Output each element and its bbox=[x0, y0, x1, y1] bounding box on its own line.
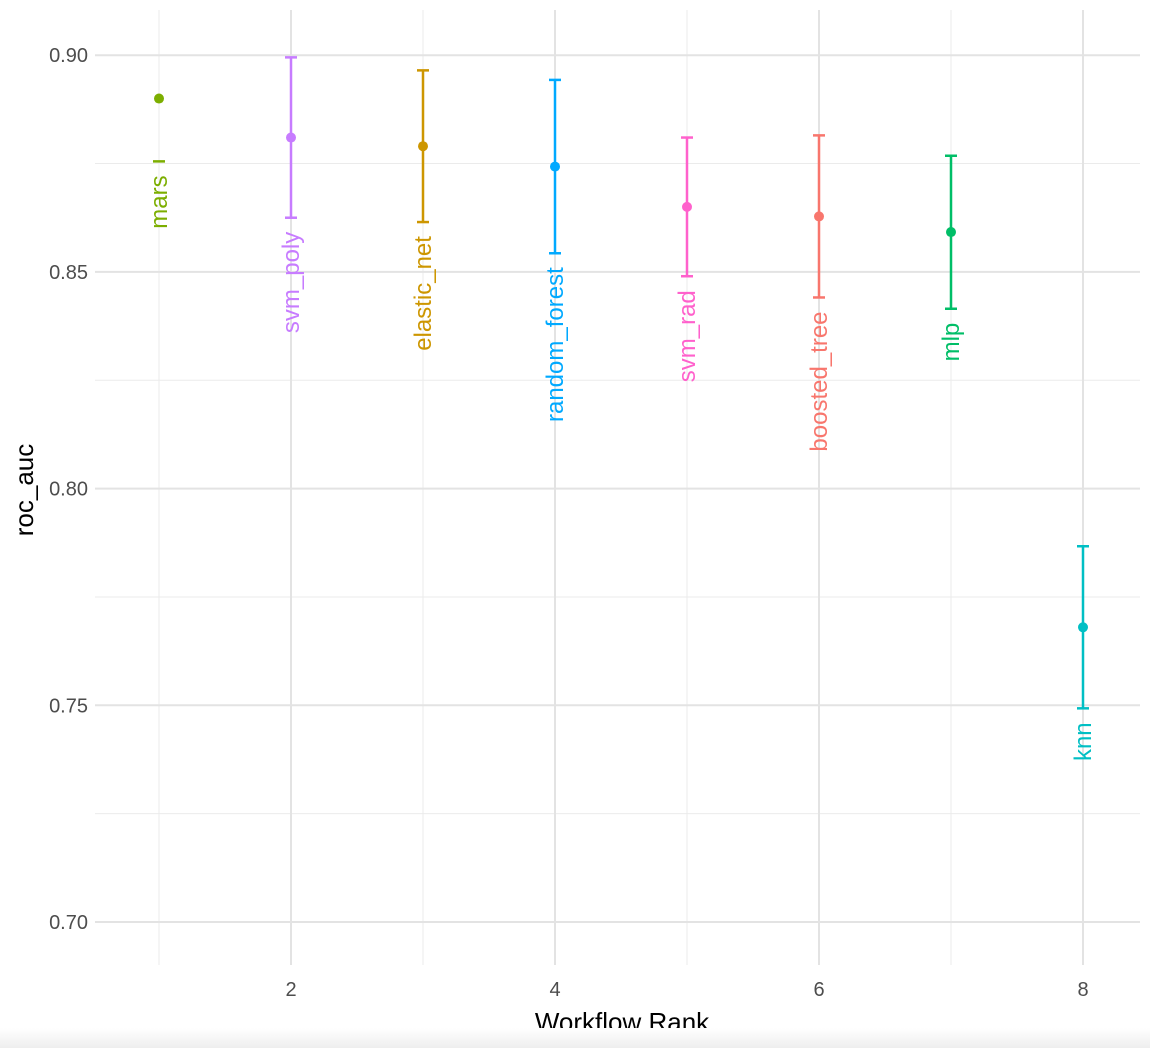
workflow-label: random_forest bbox=[542, 267, 569, 422]
workflow-label: boosted_tree bbox=[806, 311, 833, 451]
data-point bbox=[418, 141, 428, 152]
y-tick-label: 0.85 bbox=[49, 262, 88, 284]
workflow-label: mlp bbox=[938, 323, 965, 362]
workflow-label: knn bbox=[1070, 722, 1097, 761]
workflow-label: mars bbox=[146, 175, 173, 228]
data-point bbox=[154, 93, 164, 104]
workflow-elastic-net: elastic_net bbox=[410, 69, 437, 351]
workflow-svm-rad: svm_rad bbox=[674, 136, 701, 382]
workflow-boosted-tree: boosted_tree bbox=[806, 134, 833, 452]
workflow-random-forest: random_forest bbox=[542, 78, 569, 422]
data-point bbox=[814, 211, 824, 222]
grid bbox=[95, 10, 1140, 965]
y-tick-label: 0.70 bbox=[49, 912, 88, 934]
x-tick-label: 8 bbox=[1077, 979, 1088, 1001]
workflow-mars: mars bbox=[146, 93, 173, 229]
data-point bbox=[946, 227, 956, 238]
workflow-knn: knn bbox=[1070, 544, 1097, 761]
x-tick-label: 6 bbox=[813, 979, 824, 1001]
workflow-mlp: mlp bbox=[938, 154, 965, 362]
data-series: mars svm_poly elastic_net random_forest svm_… bbox=[146, 56, 1097, 761]
workflow-label: elastic_net bbox=[410, 236, 437, 351]
x-tick-label: 4 bbox=[549, 979, 560, 1001]
y-tick-label: 0.80 bbox=[49, 479, 88, 501]
x-tick-label: 2 bbox=[285, 979, 296, 1001]
y-tick-label: 0.75 bbox=[49, 695, 88, 717]
workflow-svm-poly: svm_poly bbox=[278, 56, 305, 333]
data-point bbox=[682, 201, 692, 212]
workflow-label: svm_rad bbox=[674, 290, 701, 382]
y-tick-label: 0.90 bbox=[49, 45, 88, 67]
data-point bbox=[286, 132, 296, 143]
data-point bbox=[1078, 622, 1088, 633]
workflow-label: svm_poly bbox=[278, 232, 305, 333]
data-point bbox=[550, 161, 560, 172]
bottom-shadow-strip bbox=[0, 1028, 1150, 1048]
y-axis-title: roc_auc bbox=[9, 444, 39, 537]
